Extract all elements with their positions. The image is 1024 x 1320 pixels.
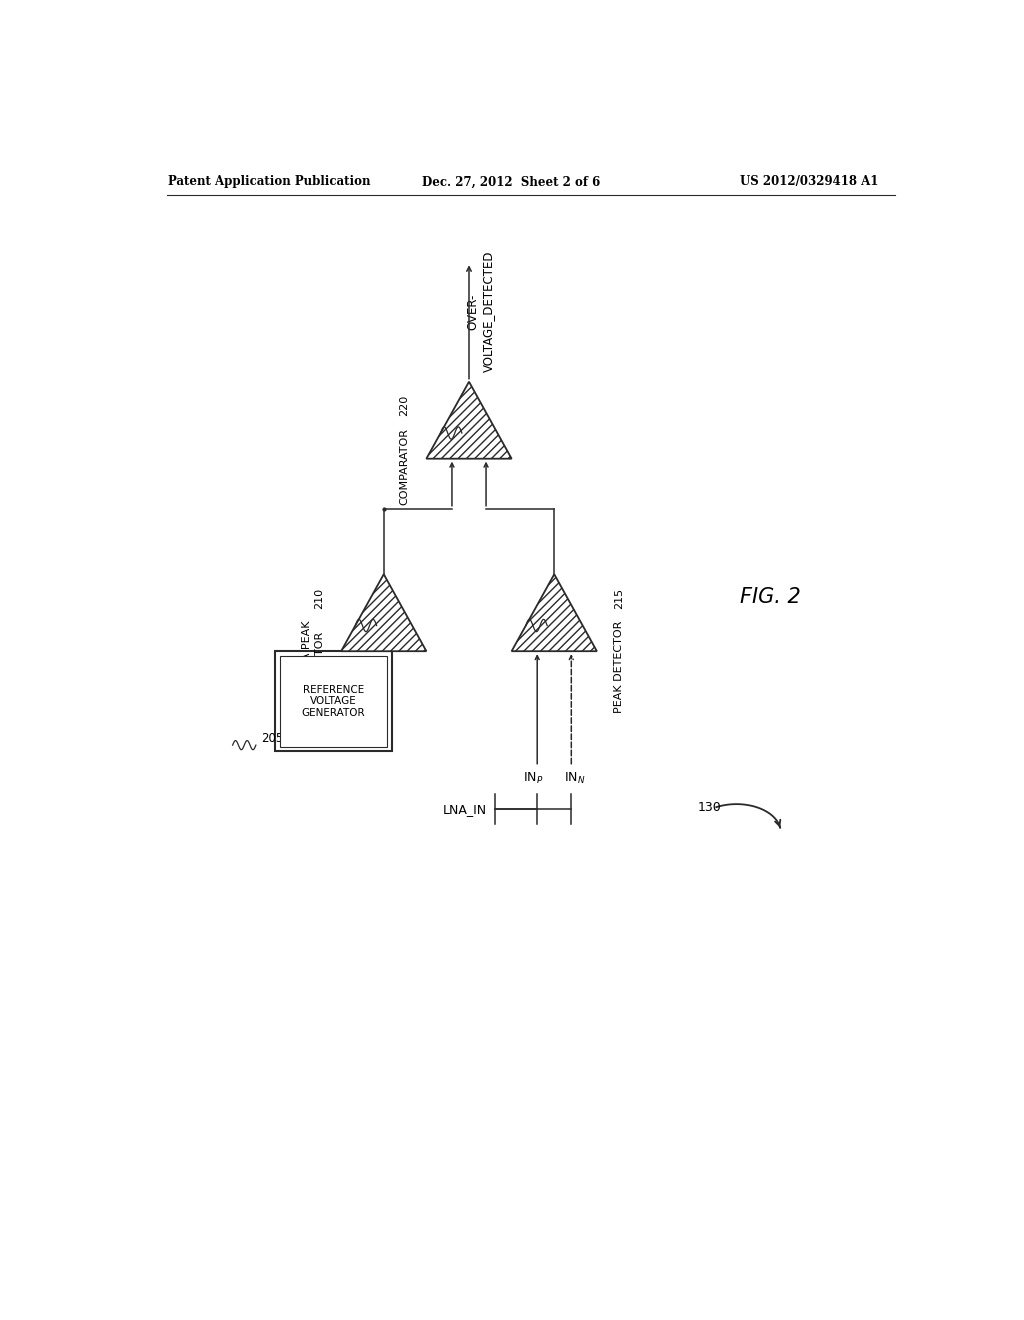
Text: OVER-
VOLTAGE_DETECTED: OVER- VOLTAGE_DETECTED [467, 251, 495, 372]
Text: Patent Application Publication: Patent Application Publication [168, 176, 371, 189]
Text: REPLICA PEAK
DETECTOR: REPLICA PEAK DETECTOR [302, 620, 324, 698]
Text: 205: 205 [261, 733, 284, 744]
Text: IN$_P$: IN$_P$ [523, 771, 544, 785]
Text: US 2012/0329418 A1: US 2012/0329418 A1 [740, 176, 879, 189]
Text: COMPARATOR: COMPARATOR [399, 428, 410, 506]
Text: 210: 210 [314, 587, 324, 609]
Polygon shape [512, 574, 597, 651]
Text: LNA_IN: LNA_IN [442, 803, 486, 816]
Text: PEAK DETECTOR: PEAK DETECTOR [614, 620, 624, 713]
Text: 215: 215 [614, 587, 624, 609]
Bar [280, 656, 387, 747]
Text: FIG. 2: FIG. 2 [740, 587, 801, 607]
Bar [275, 651, 391, 751]
Text: REFERENCE
VOLTAGE
GENERATOR: REFERENCE VOLTAGE GENERATOR [301, 685, 366, 718]
Text: IN$_N$: IN$_N$ [564, 771, 586, 785]
Text: 220: 220 [399, 395, 410, 416]
Polygon shape [341, 574, 426, 651]
Text: Dec. 27, 2012  Sheet 2 of 6: Dec. 27, 2012 Sheet 2 of 6 [423, 176, 601, 189]
Text: 130: 130 [697, 801, 721, 814]
Polygon shape [426, 381, 512, 459]
